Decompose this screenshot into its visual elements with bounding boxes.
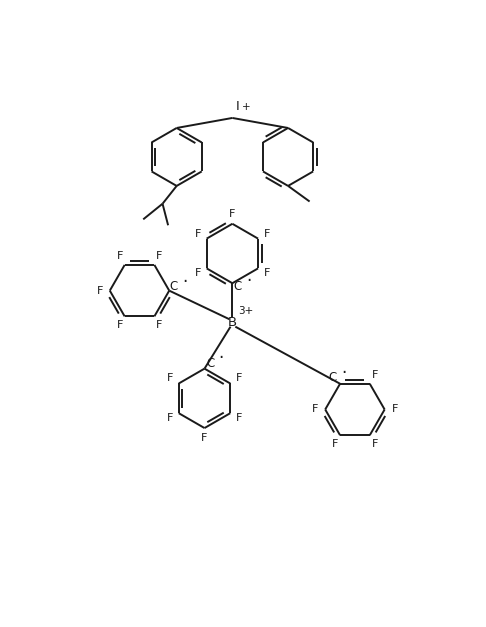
Text: F: F [372, 370, 378, 380]
Text: F: F [312, 404, 318, 414]
Text: F: F [167, 374, 174, 384]
Text: C: C [329, 371, 337, 384]
Text: ·: · [182, 273, 188, 292]
Text: C: C [170, 280, 178, 293]
Text: F: F [201, 433, 208, 443]
Text: F: F [332, 439, 338, 449]
Text: F: F [263, 229, 270, 239]
Text: F: F [229, 209, 236, 219]
Text: F: F [156, 320, 163, 330]
Text: B: B [228, 316, 237, 329]
Text: 3+: 3+ [238, 306, 253, 316]
Text: C: C [234, 280, 242, 293]
Text: F: F [195, 268, 201, 278]
Text: F: F [167, 413, 174, 423]
Text: +: + [242, 102, 251, 112]
Text: C: C [206, 357, 214, 369]
Text: I: I [235, 100, 239, 113]
Text: F: F [156, 251, 163, 261]
Text: F: F [236, 413, 242, 423]
Text: F: F [263, 268, 270, 278]
Text: F: F [117, 251, 123, 261]
Text: ·: · [246, 272, 252, 290]
Text: ·: · [219, 349, 224, 367]
Text: F: F [195, 229, 201, 239]
Text: F: F [372, 439, 378, 449]
Text: F: F [236, 374, 242, 384]
Text: F: F [117, 320, 123, 330]
Text: ·: · [341, 364, 347, 382]
Text: F: F [391, 404, 398, 414]
Text: F: F [97, 286, 103, 296]
